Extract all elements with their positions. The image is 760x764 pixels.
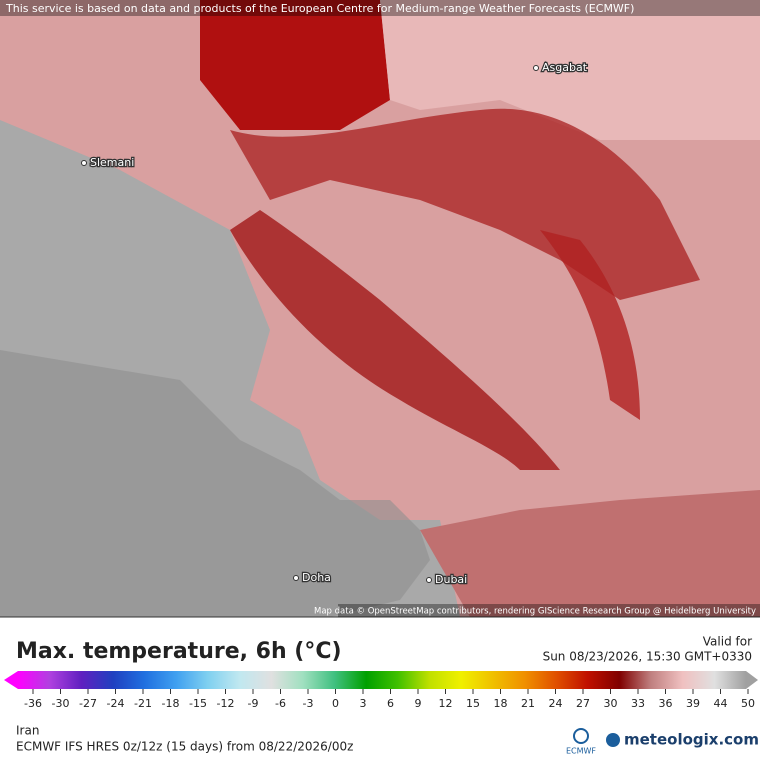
colorbar-tick-label: -27 <box>79 697 97 710</box>
title: Max. temperature, 6h (°C) <box>16 639 342 664</box>
valid-time: Sun 08/23/2026, 15:30 GMT+0330 <box>543 650 752 664</box>
brand: meteologix.com <box>624 731 759 749</box>
colorbar-tick-label: 39 <box>686 697 700 710</box>
colorbar-tick-label: -3 <box>303 697 314 710</box>
model: ECMWF IFS HRES 0z/12z (15 days) from 08/… <box>16 740 353 754</box>
city-label: Doha <box>302 571 331 584</box>
credit-bar <box>338 604 760 617</box>
colorbar-tick-label: 3 <box>360 697 367 710</box>
colorbar-tick-label: 9 <box>415 697 422 710</box>
colorbar-tick-label: -15 <box>189 697 207 710</box>
colorbar-tick-label: -36 <box>24 697 42 710</box>
colorbar-tick-label: 44 <box>714 697 728 710</box>
colorbar-tick-label: 30 <box>604 697 618 710</box>
colorbar-tick-label: 50 <box>741 697 755 710</box>
colorbar-tick-label: 36 <box>659 697 673 710</box>
colorbar-high-arrow <box>746 671 758 689</box>
attribution: This service is based on data and produc… <box>5 2 634 15</box>
ecmwf-logo: ECMWF <box>566 747 596 756</box>
colorbar-tick-label: 6 <box>387 697 394 710</box>
map <box>0 0 760 618</box>
colorbar <box>18 671 746 689</box>
brand-icon <box>606 733 620 747</box>
colorbar-tick-label: -21 <box>134 697 152 710</box>
ecmwf-icon <box>573 728 589 744</box>
colorbar-tick-label: -6 <box>275 697 286 710</box>
city-dot <box>426 577 432 583</box>
city-dot <box>81 160 87 166</box>
colorbar-tick-label: -9 <box>248 697 259 710</box>
colorbar-tick-label: 33 <box>631 697 645 710</box>
colorbar-low-arrow <box>4 671 18 689</box>
colorbar-tick-label: 24 <box>549 697 563 710</box>
city-dot <box>293 575 299 581</box>
colorbar-tick-label: 18 <box>494 697 508 710</box>
colorbar-tick-label: -24 <box>107 697 125 710</box>
city-dot <box>533 65 539 71</box>
colorbar-tick-label: 21 <box>521 697 535 710</box>
colorbar-tick-label: 12 <box>439 697 453 710</box>
map-credit: Map data © OpenStreetMap contributors, r… <box>314 607 756 617</box>
colorbar-tick-label: 27 <box>576 697 590 710</box>
city-label: Dubai <box>435 573 467 586</box>
city-label: Slemani <box>90 156 134 169</box>
colorbar-tick-label: -30 <box>52 697 70 710</box>
colorbar-tick-label: 0 <box>332 697 339 710</box>
city-label: Asgabat <box>542 61 588 74</box>
colorbar-tick-label: -18 <box>162 697 180 710</box>
attribution-bar <box>0 0 760 16</box>
region: Iran <box>16 724 39 738</box>
colorbar-tick-label: -12 <box>217 697 235 710</box>
valid-label: Valid for <box>703 635 752 649</box>
colorbar-tick-label: 15 <box>466 697 480 710</box>
